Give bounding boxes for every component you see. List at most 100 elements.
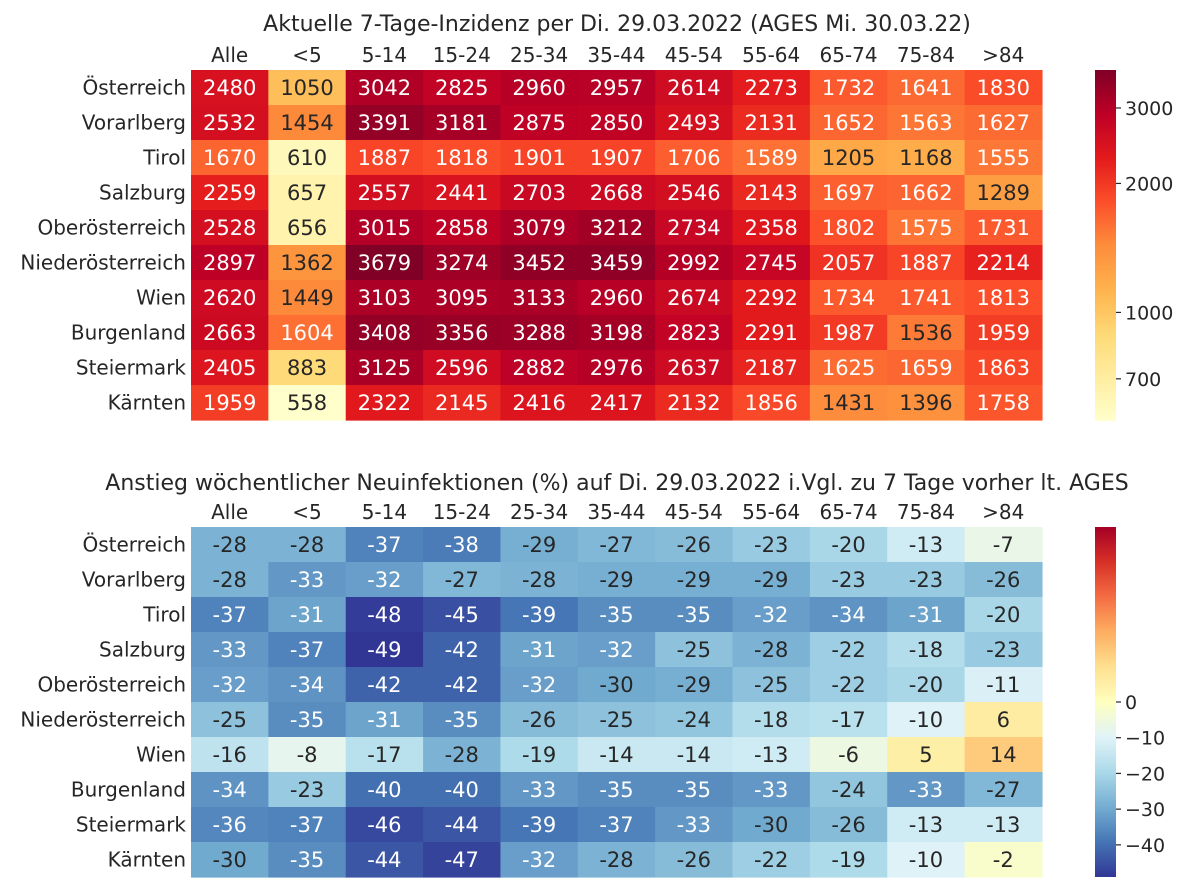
- x-tick-label: 5-14: [362, 43, 407, 67]
- bottom-y-axis-labels: ÖsterreichVorarlbergTirolSalzburgOberöst…: [20, 533, 186, 872]
- cell-value-label: 1050: [280, 76, 333, 100]
- cell-value-label: -30: [213, 848, 247, 872]
- colorbar-gradient: [1095, 70, 1116, 421]
- cell-value-label: -18: [909, 638, 943, 662]
- cell-value-label: -19: [831, 848, 865, 872]
- bottom-chart-title: Anstieg wöchentlicher Neuinfektionen (%)…: [105, 471, 1128, 496]
- cell-value-label: -28: [522, 568, 556, 592]
- cell-value-label: 3408: [358, 321, 411, 345]
- cell-value-label: 2131: [744, 111, 797, 135]
- x-tick-label: 65-74: [819, 500, 877, 524]
- cell-value-label: -35: [599, 778, 633, 802]
- cell-value-label: -24: [677, 708, 711, 732]
- cell-value-label: -30: [599, 673, 633, 697]
- cell-value-label: 2291: [744, 321, 797, 345]
- cell-value-label: 2259: [203, 181, 256, 205]
- colorbar-tick-label: 2000: [1125, 173, 1173, 195]
- cell-value-label: 1604: [280, 321, 333, 345]
- cell-value-label: -27: [986, 778, 1020, 802]
- cell-value-label: 2992: [667, 251, 720, 275]
- cell-value-label: 6: [997, 708, 1010, 732]
- cell-value-label: 2957: [590, 76, 643, 100]
- cell-value-label: -40: [367, 778, 401, 802]
- cell-value-label: -28: [213, 568, 247, 592]
- y-tick-label: Wien: [136, 743, 186, 767]
- cell-value-label: -6: [838, 743, 859, 767]
- cell-value-label: -38: [445, 533, 479, 557]
- cell-value-label: 1536: [899, 321, 952, 345]
- cell-value-label: 1431: [822, 391, 875, 415]
- y-tick-label: Vorarlberg: [82, 568, 186, 592]
- y-tick-label: Salzburg: [99, 638, 186, 662]
- cell-value-label: 2703: [512, 181, 565, 205]
- cell-value-label: 2882: [512, 356, 565, 380]
- cell-value-label: -44: [445, 813, 479, 837]
- cell-value-label: 2897: [203, 251, 256, 275]
- cell-value-label: 1741: [899, 286, 952, 310]
- cell-value-label: -42: [445, 638, 479, 662]
- top-chart-title: Aktuelle 7-Tage-Inzidenz per Di. 29.03.2…: [263, 12, 971, 37]
- cell-value-label: 2143: [744, 181, 797, 205]
- cell-value-label: -13: [909, 533, 943, 557]
- cell-value-label: -32: [213, 673, 247, 697]
- cell-value-label: -25: [677, 638, 711, 662]
- cell-value-label: 3198: [590, 321, 643, 345]
- cell-value-label: -33: [213, 638, 247, 662]
- cell-value-label: 1887: [899, 251, 952, 275]
- cell-value-label: 1662: [899, 181, 952, 205]
- cell-value-label: 2273: [744, 76, 797, 100]
- cell-value-label: 1959: [977, 321, 1030, 345]
- cell-value-label: -29: [599, 568, 633, 592]
- cell-value-label: 1907: [590, 146, 643, 170]
- cell-value-label: 1758: [977, 391, 1030, 415]
- x-tick-label: 55-64: [742, 43, 800, 67]
- cell-value-label: -36: [213, 813, 247, 837]
- cell-value-label: 1802: [822, 216, 875, 240]
- cell-value-label: 2528: [203, 216, 256, 240]
- y-tick-label: Burgenland: [71, 321, 186, 345]
- cell-value-label: 2875: [512, 111, 565, 135]
- cell-value-label: -33: [677, 813, 711, 837]
- cell-value-label: -28: [445, 743, 479, 767]
- cell-value-label: 2557: [358, 181, 411, 205]
- cell-value-label: -17: [367, 743, 401, 767]
- y-tick-label: Vorarlberg: [82, 111, 186, 135]
- cell-value-label: 1830: [977, 76, 1030, 100]
- cell-value-label: 656: [287, 216, 327, 240]
- cell-value-label: 2976: [590, 356, 643, 380]
- colorbar-tick-label: 0: [1125, 692, 1137, 714]
- cell-value-label: -28: [599, 848, 633, 872]
- y-tick-label: Steiermark: [76, 813, 187, 837]
- cell-value-label: 1589: [744, 146, 797, 170]
- cell-value-label: -32: [522, 673, 556, 697]
- top-heatmap-cells: 2480 1050 3042 2825 2960 2957 2614 2273 1732 1641…: [191, 70, 1043, 421]
- cell-value-label: 2620: [203, 286, 256, 310]
- cell-value-label: 1731: [977, 216, 1030, 240]
- cell-value-label: 1555: [977, 146, 1030, 170]
- cell-value-label: -35: [445, 708, 479, 732]
- cell-value-label: 1732: [822, 76, 875, 100]
- cell-value-label: -13: [986, 813, 1020, 837]
- y-tick-label: Steiermark: [76, 356, 187, 380]
- cell-value-label: -23: [986, 638, 1020, 662]
- cell-value-label: 2823: [667, 321, 720, 345]
- cell-value-label: -17: [831, 708, 865, 732]
- cell-value-label: 1887: [358, 146, 411, 170]
- cell-value-label: -19: [522, 743, 556, 767]
- cell-value-label: 2187: [744, 356, 797, 380]
- cell-value-label: -29: [677, 673, 711, 697]
- cell-value-label: -22: [831, 673, 865, 697]
- cell-value-label: 1205: [822, 146, 875, 170]
- cell-value-label: -33: [290, 568, 324, 592]
- cell-value-label: 2145: [435, 391, 488, 415]
- x-tick-label: >84: [982, 500, 1024, 524]
- colorbar-tick-label: −40: [1125, 835, 1165, 857]
- cell-value-label: -24: [831, 778, 865, 802]
- cell-value-label: -25: [599, 708, 633, 732]
- cell-value-label: -25: [213, 708, 247, 732]
- cell-value-label: -2: [993, 848, 1014, 872]
- cell-value-label: 3181: [435, 111, 488, 135]
- top-x-axis-labels: Alle <5 5-14 15-24 25-34 35-44 45-54 55-64 65-74…: [211, 43, 1024, 67]
- y-tick-label: Oberösterreich: [37, 673, 186, 697]
- cell-value-label: -29: [677, 568, 711, 592]
